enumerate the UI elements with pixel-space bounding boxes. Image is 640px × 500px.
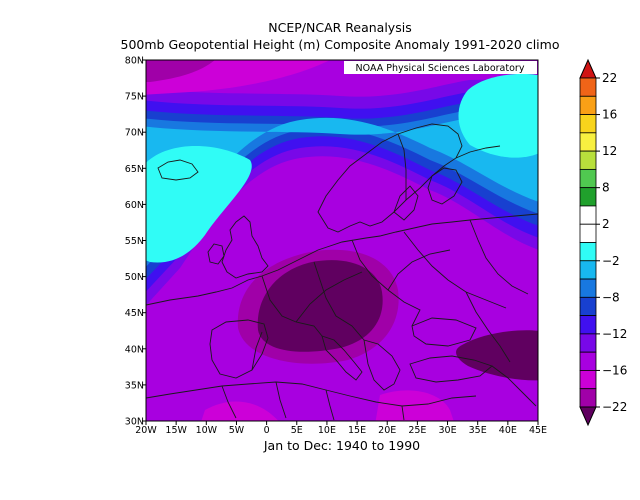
colorbar-tick-label: 22	[602, 71, 617, 85]
lon-tick-label: 30E	[438, 425, 456, 436]
chart-title: NCEP/NCAR Reanalysis	[268, 20, 412, 35]
colorbar-segment	[579, 132, 597, 152]
lat-tick-label: 75N	[125, 92, 144, 103]
lon-tick-label: 45E	[529, 425, 547, 436]
colorbar-tick-label: −22	[602, 400, 627, 414]
anomaly-field	[146, 60, 538, 421]
lon-tick-label: 40E	[499, 425, 517, 436]
colorbar-segment	[579, 168, 597, 189]
colorbar-segment	[579, 278, 597, 298]
lon-tick-label: 15W	[165, 425, 187, 436]
colorbar-segment	[579, 315, 597, 335]
lon-tick-label: 15E	[348, 425, 366, 436]
colorbar-tick-label: 16	[602, 108, 617, 122]
lon-tick-label: 0	[264, 425, 270, 436]
latitude-axis: 30N 35N 40N 45N 50N 55N 60N 65N 70N 75N 80N	[125, 56, 146, 428]
colorbar-segment	[579, 260, 597, 280]
lat-tick-label: 40N	[125, 344, 144, 355]
colorbar-segment	[579, 223, 597, 243]
coastlines	[146, 123, 538, 421]
lat-tick-label: 60N	[125, 200, 144, 211]
colorbar-segment	[579, 388, 597, 408]
colorbar-segment	[579, 242, 597, 262]
colorbar-tick-label: 12	[602, 144, 617, 158]
colorbar-segment	[579, 406, 597, 427]
lon-tick-label: 35E	[469, 425, 487, 436]
lat-tick-label: 30N	[125, 417, 144, 428]
colorbar-segment	[579, 58, 597, 79]
colorbar-tick-label: −8	[602, 290, 620, 304]
colorbar-segment	[579, 95, 597, 115]
lon-tick-label: 5E	[291, 425, 303, 436]
chart-subtitle: 500mb Geopotential Height (m) Composite …	[120, 37, 560, 52]
lat-tick-label: 80N	[125, 56, 144, 67]
credit-box: NOAA Physical Sciences Laboratory	[344, 61, 537, 74]
date-range-label: Jan to Dec: 1940 to 1990	[263, 438, 421, 453]
lat-tick-label: 50N	[125, 272, 144, 283]
colorbar-segment	[579, 150, 597, 170]
colorbar: 22 16 12 8 2 −2 −8 −12 −16 −22	[579, 58, 627, 427]
lat-tick-label: 55N	[125, 236, 144, 247]
colorbar-tick-label: −12	[602, 327, 627, 341]
colorbar-segment	[579, 187, 597, 207]
longitude-axis: 20W 15W 10W 5W 0 5E 10E 15E 20E 25E 30E 35E 40E 45E	[135, 421, 547, 436]
colorbar-segment	[579, 77, 597, 97]
colorbar-tick-label: 2	[602, 217, 610, 231]
credit-label: NOAA Physical Sciences Laboratory	[356, 63, 525, 74]
lat-tick-label: 45N	[125, 308, 144, 319]
lat-tick-label: 65N	[125, 164, 144, 175]
colorbar-segment	[579, 333, 597, 353]
lon-tick-label: 10E	[318, 425, 336, 436]
colorbar-segment	[579, 370, 597, 390]
lon-tick-label: 10W	[196, 425, 218, 436]
colorbar-segment	[579, 114, 597, 134]
colorbar-segment	[579, 351, 597, 371]
colorbar-tick-label: 8	[602, 181, 610, 195]
lon-tick-label: 20W	[135, 425, 157, 436]
colorbar-segment	[579, 296, 597, 317]
colorbar-segment	[579, 205, 597, 225]
lon-tick-label: 20E	[378, 425, 396, 436]
lon-tick-label: 25E	[408, 425, 426, 436]
lon-tick-label: 5W	[229, 425, 245, 436]
colorbar-tick-label: −16	[602, 363, 627, 377]
lat-tick-label: 70N	[125, 128, 144, 139]
colorbar-tick-label: −2	[602, 254, 620, 268]
lat-tick-label: 35N	[125, 380, 144, 391]
